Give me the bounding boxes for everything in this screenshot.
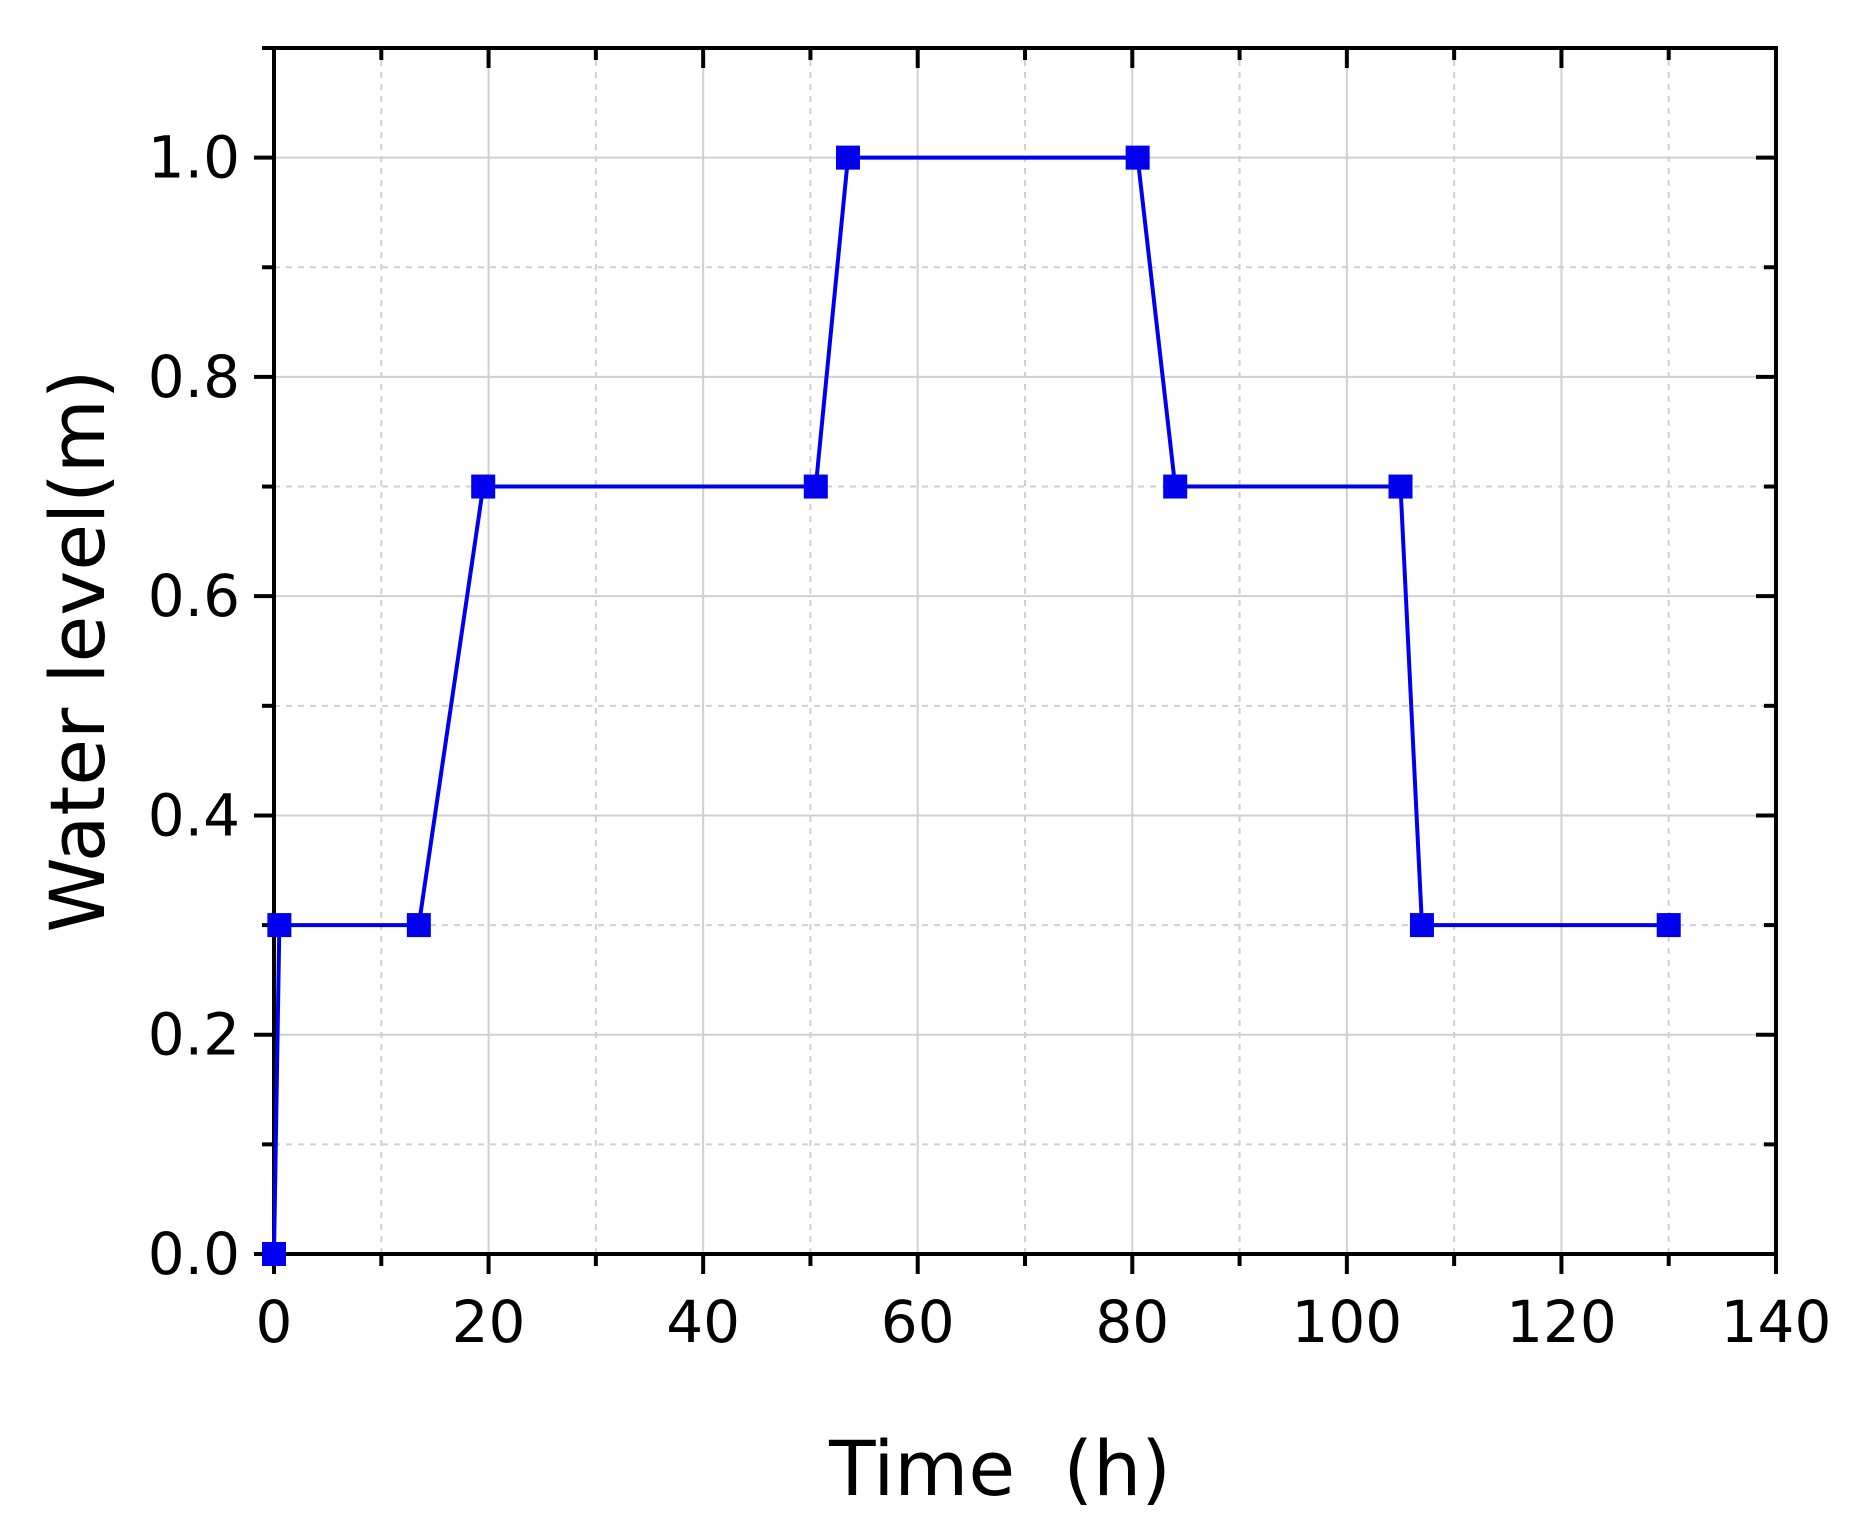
x-tick-label: 40 bbox=[666, 1288, 740, 1356]
data-point-marker bbox=[1163, 474, 1188, 499]
x-tick-label: 0 bbox=[256, 1288, 293, 1356]
data-point-marker bbox=[471, 474, 496, 499]
grid-lines bbox=[274, 47, 1776, 1254]
x-tick-label: 140 bbox=[1721, 1288, 1832, 1356]
y-tick-label: 0.6 bbox=[148, 562, 240, 630]
data-point-marker bbox=[835, 145, 860, 170]
data-point-marker bbox=[803, 474, 828, 499]
x-tick-label: 60 bbox=[881, 1288, 955, 1356]
x-tick-label: 20 bbox=[452, 1288, 526, 1356]
data-point-marker bbox=[1125, 145, 1150, 170]
y-tick-label: 0.8 bbox=[148, 343, 240, 411]
y-tick-labels: 0.0 0.2 0.4 0.6 0.8 1.0 bbox=[148, 124, 240, 1288]
data-point-marker bbox=[267, 913, 292, 938]
x-tick-labels: 0 20 40 60 80 100 120 140 bbox=[256, 1288, 1832, 1356]
y-tick-label: 0.4 bbox=[148, 781, 240, 849]
x-tick-label: 120 bbox=[1506, 1288, 1617, 1356]
axis-ticks bbox=[254, 46, 1778, 1274]
series-layer bbox=[262, 145, 1681, 1266]
x-axis-title: Time (h) bbox=[828, 1424, 1171, 1513]
data-point-marker bbox=[406, 913, 431, 938]
y-tick-label: 1.0 bbox=[148, 124, 240, 192]
plot-frame bbox=[272, 46, 1778, 1256]
data-point-marker bbox=[1656, 913, 1681, 938]
x-tick-label: 100 bbox=[1291, 1288, 1402, 1356]
data-point-marker bbox=[262, 1242, 286, 1266]
y-axis-title: Water level(m) bbox=[33, 370, 122, 933]
y-tick-label: 0.2 bbox=[148, 1001, 240, 1069]
y-tick-label: 0.0 bbox=[148, 1220, 240, 1288]
x-tick-label: 80 bbox=[1095, 1288, 1169, 1356]
data-point-marker bbox=[1388, 474, 1413, 499]
data-point-marker bbox=[1409, 913, 1434, 938]
